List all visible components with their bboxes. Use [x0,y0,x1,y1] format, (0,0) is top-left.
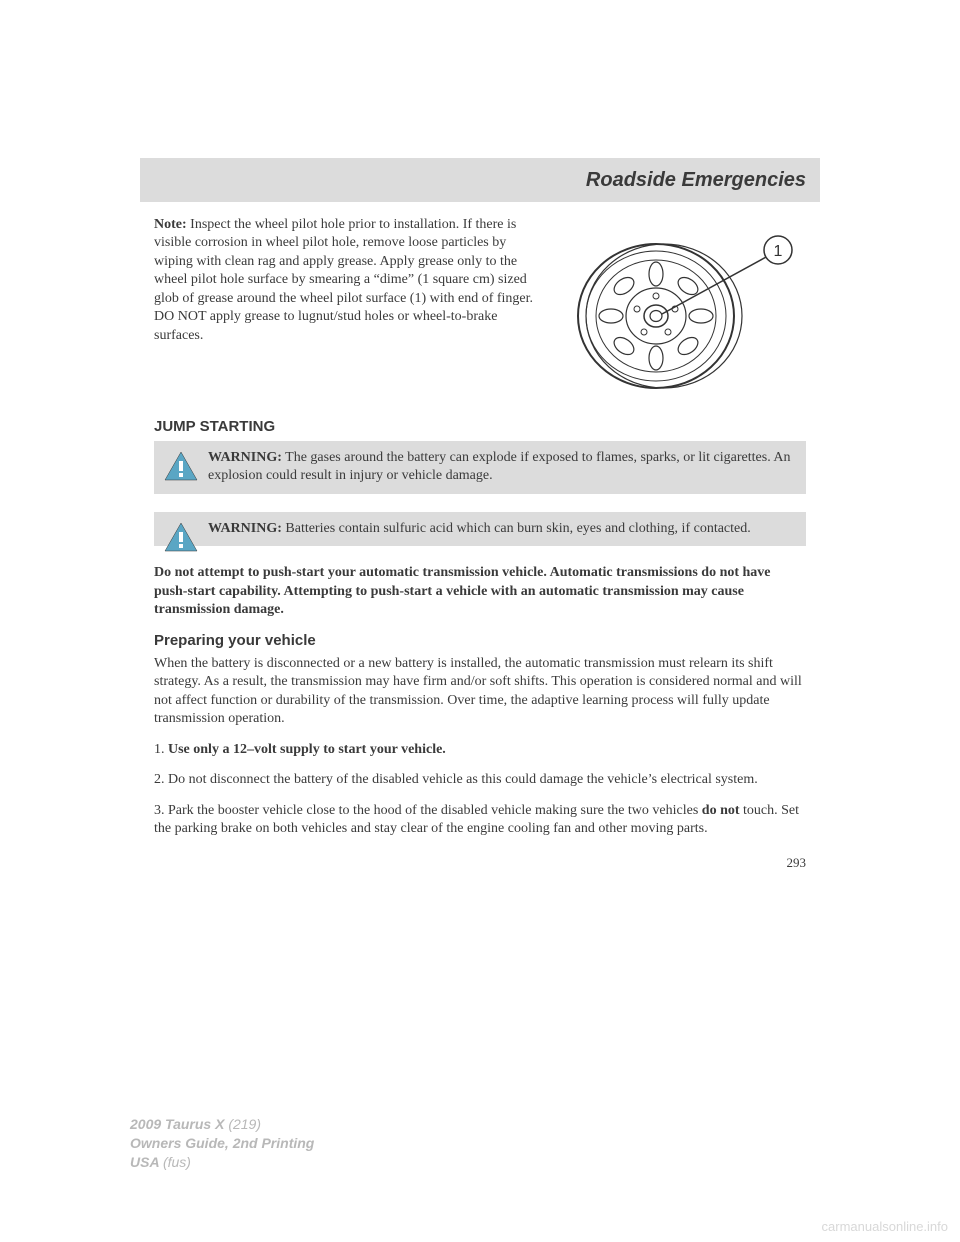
figure-callout-text: 1 [774,243,783,260]
step-num: 1. [154,742,165,757]
manual-page: Roadside Emergencies Note: Inspect the w… [140,158,820,871]
footer-line-1: 2009 Taurus X (219) [130,1115,314,1134]
step-bold: Use only a 12–volt supply to start your … [165,742,446,757]
step-num: 2. [154,772,165,787]
bold-paragraph-text: Do not attempt to push-start your automa… [154,565,771,617]
bold-paragraph: Do not attempt to push-start your automa… [154,564,806,619]
wheel-illustration: 1 [556,216,806,404]
warning-text: The gases around the battery can explode… [208,450,791,483]
page-number: 293 [140,855,820,871]
warning-icon [164,451,198,481]
note-text: Note: Inspect the wheel pilot hole prior… [154,216,556,345]
step-num: 3. [154,803,165,818]
warning-text: Batteries contain sulfuric acid which ca… [282,521,751,536]
step-rest-bold: do not [702,803,740,818]
warning-label: WARNING: [208,450,282,465]
step-rest: Do not disconnect the battery of the dis… [165,772,758,787]
step-1: 1. Use only a 12–volt supply to start yo… [154,741,806,759]
footer: 2009 Taurus X (219) Owners Guide, 2nd Pr… [130,1115,314,1172]
note-block: Note: Inspect the wheel pilot hole prior… [154,216,806,404]
watermark: carmanualsonline.info [822,1219,948,1234]
header-bar: Roadside Emergencies [140,158,820,202]
warning-box-2: WARNING: Batteries contain sulfuric acid… [154,512,806,546]
warning-icon [164,522,198,552]
heading-preparing: Preparing your vehicle [154,632,806,649]
note-body: Inspect the wheel pilot hole prior to in… [154,217,533,343]
heading-jump-starting: JUMP STARTING [154,418,806,435]
step-2: 2. Do not disconnect the battery of the … [154,771,806,789]
step-rest-a: Park the booster vehicle close to the ho… [165,803,702,818]
section-title: Roadside Emergencies [586,169,806,192]
step-3: 3. Park the booster vehicle close to the… [154,802,806,839]
warning-label: WARNING: [208,521,282,536]
note-label: Note: [154,217,187,232]
content-area: Note: Inspect the wheel pilot hole prior… [140,202,820,839]
warning-box-1: WARNING: The gases around the battery ca… [154,441,806,494]
footer-line-2: Owners Guide, 2nd Printing [130,1134,314,1153]
footer-line-3: USA (fus) [130,1153,314,1172]
prep-paragraph: When the battery is disconnected or a ne… [154,655,806,729]
